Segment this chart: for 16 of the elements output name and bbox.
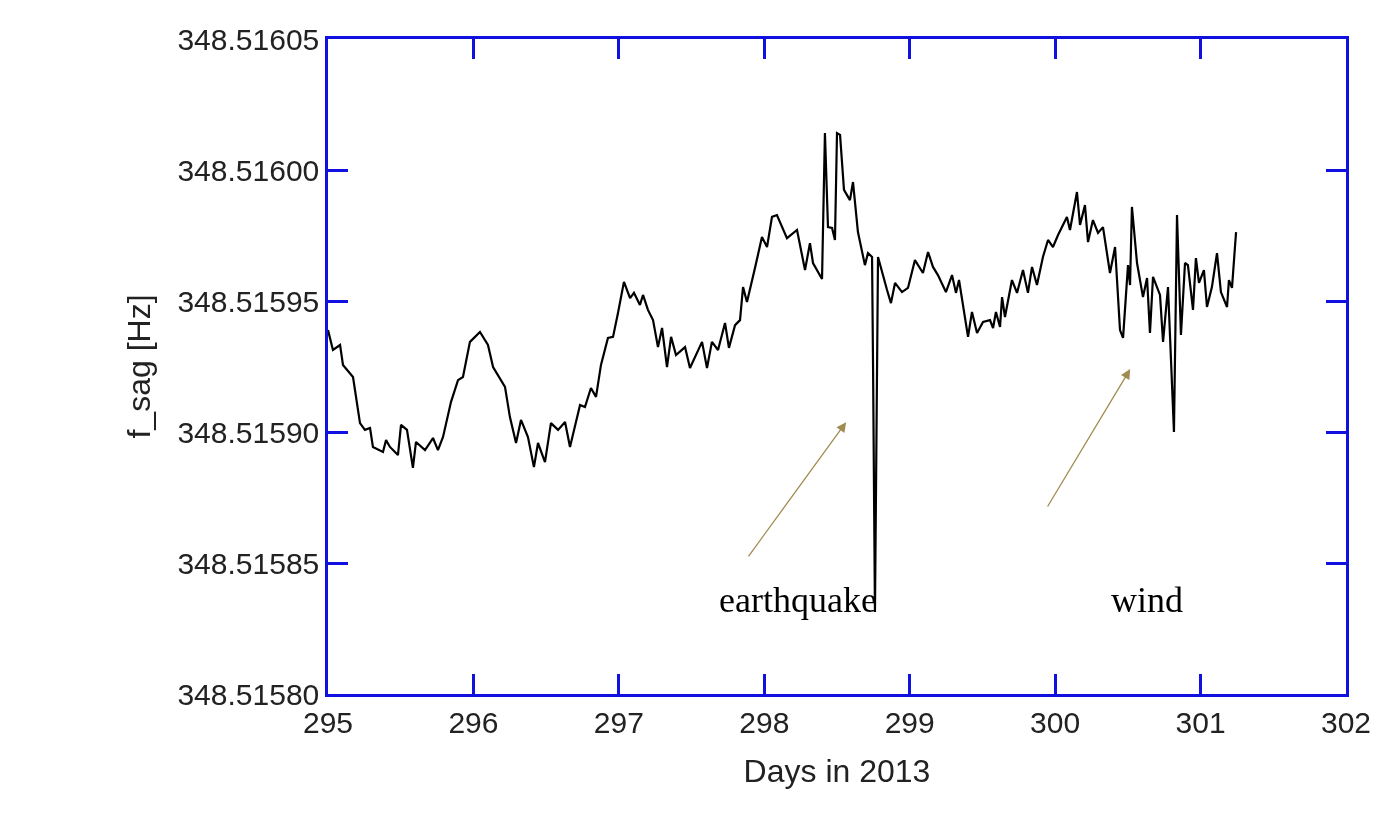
y-tick-label: 348.51605 (177, 22, 320, 56)
y-tick-label: 348.51585 (177, 546, 320, 580)
x-tick-label: 299 (884, 705, 935, 739)
x-tick-label: 302 (1320, 705, 1372, 739)
annotation: wind (1111, 580, 1183, 620)
x-tick-label: 300 (1030, 705, 1081, 739)
y-tick-label: 348.51590 (177, 415, 320, 449)
y-tick-label: 348.51595 (177, 284, 320, 318)
x-axis-title: Days in 2013 (743, 752, 931, 789)
x-tick-label: 297 (593, 705, 644, 739)
x-tick-label: 296 (448, 705, 499, 739)
annotation: earthquake (719, 580, 877, 620)
x-tick-label: 298 (739, 705, 790, 739)
y-axis-title: f_sag [Hz] (120, 294, 157, 439)
x-tick-label: 301 (1175, 705, 1226, 739)
y-tick-label: 348.51600 (177, 153, 320, 187)
